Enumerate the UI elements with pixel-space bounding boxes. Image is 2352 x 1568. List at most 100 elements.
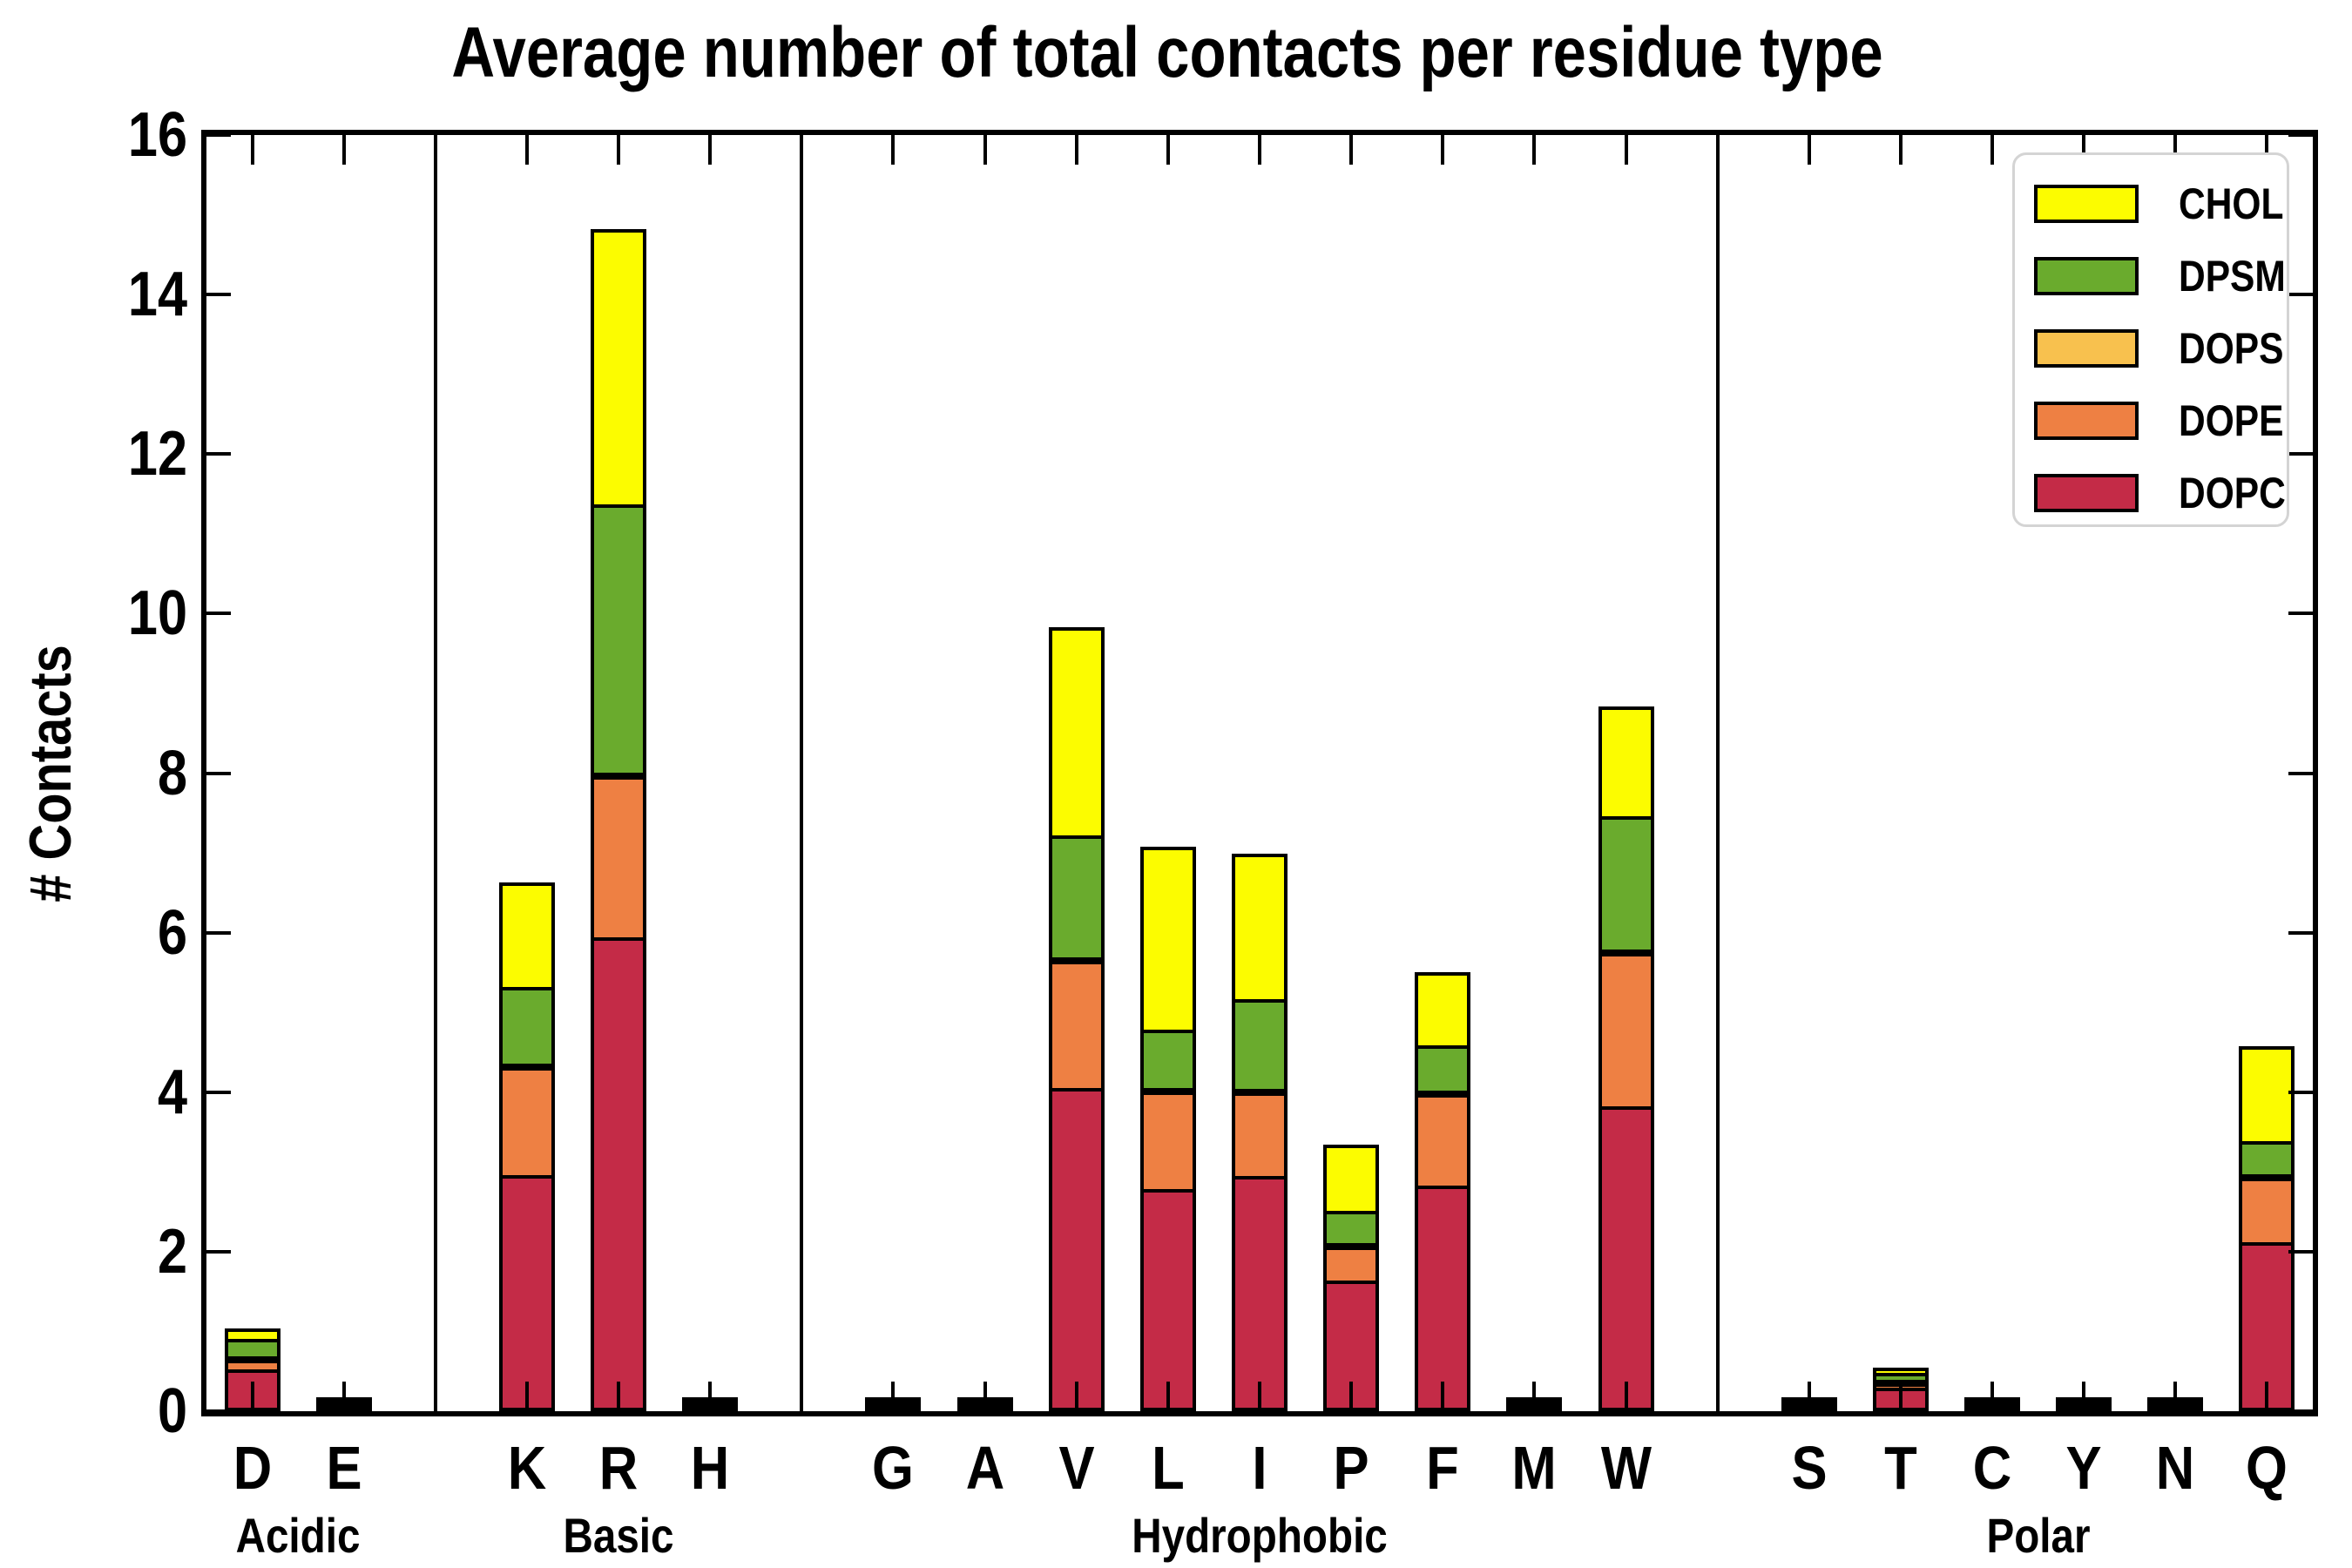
- y-tick-label-10: 10: [127, 578, 187, 649]
- x-tick-label-W: W: [1600, 1434, 1652, 1502]
- bar-segment-P-DOPE: [1323, 1247, 1380, 1284]
- x-tick-top-N: [2173, 135, 2178, 165]
- x-tick-label-G: G: [872, 1434, 915, 1502]
- group-separator-line: [1715, 135, 1720, 1411]
- bar-K: [498, 882, 555, 1411]
- y-tick-right-0: [2288, 1409, 2313, 1413]
- x-tick-label-I: I: [1252, 1434, 1267, 1502]
- x-tick-label-S: S: [1791, 1434, 1828, 1502]
- x-tick-label-M: M: [1511, 1434, 1558, 1502]
- x-tick-bottom-M: [1532, 1382, 1537, 1411]
- x-tick-top-Q: [2265, 135, 2269, 165]
- y-tick-left-2: [206, 1249, 231, 1254]
- bar-segment-L-DOPE: [1139, 1091, 1196, 1193]
- bar-segment-V-DOPE: [1048, 961, 1105, 1092]
- group-label-hydrophobic: Hydrophobic: [1132, 1508, 1388, 1563]
- bar-segment-F-CHOL: [1415, 971, 1471, 1049]
- bar-P: [1323, 1144, 1380, 1411]
- x-tick-label-V: V: [1058, 1434, 1095, 1502]
- x-tick-top-W: [1624, 135, 1628, 165]
- x-tick-bottom-A: [983, 1382, 987, 1411]
- x-tick-bottom-S: [1807, 1382, 1811, 1411]
- legend-swatch-DOPC: [2034, 473, 2139, 512]
- x-tick-bottom-N: [2173, 1382, 2178, 1411]
- legend-entry-DPSM: DPSM: [2034, 240, 2287, 312]
- x-tick-bottom-W: [1624, 1382, 1628, 1411]
- x-tick-top-P: [1349, 135, 1354, 165]
- y-tick-right-2: [2288, 1249, 2313, 1254]
- legend-entry-DOPC: DOPC: [2034, 456, 2287, 529]
- x-tick-label-K: K: [507, 1434, 547, 1502]
- legend-swatch-DOPE: [2034, 401, 2139, 440]
- bar-segment-K-DOPC: [498, 1174, 555, 1411]
- x-tick-bottom-G: [891, 1382, 896, 1411]
- legend-swatch-CHOL: [2034, 184, 2139, 223]
- legend-label-DPSM: DPSM: [2179, 251, 2286, 301]
- x-tick-label-N: N: [2156, 1434, 2195, 1502]
- x-tick-bottom-D: [250, 1382, 254, 1411]
- x-tick-label-H: H: [690, 1434, 730, 1502]
- bar-segment-P-CHOL: [1323, 1144, 1380, 1215]
- x-tick-label-A: A: [965, 1434, 1004, 1502]
- bar-segment-W-DOPC: [1598, 1105, 1654, 1411]
- x-tick-top-R: [617, 135, 621, 165]
- y-tick-label-4: 4: [157, 1057, 187, 1127]
- bar-segment-R-DOPE: [591, 775, 647, 941]
- y-tick-label-0: 0: [157, 1376, 187, 1446]
- bar-segment-P-DPSM: [1323, 1211, 1380, 1247]
- x-tick-bottom-Q: [2265, 1382, 2269, 1411]
- x-tick-top-G: [891, 135, 896, 165]
- x-tick-top-Y: [2082, 135, 2086, 165]
- y-tick-right-4: [2288, 1090, 2313, 1094]
- x-tick-label-P: P: [1333, 1434, 1369, 1502]
- legend: CHOL DPSM DOPS DOPE DOPC: [2012, 152, 2289, 527]
- y-tick-left-6: [206, 930, 231, 935]
- bar-F: [1415, 971, 1471, 1411]
- legend-entry-CHOL: CHOL: [2034, 167, 2287, 240]
- y-tick-right-10: [2288, 612, 2313, 616]
- bar-segment-V-CHOL: [1048, 627, 1105, 840]
- bar-segment-I-DOPC: [1232, 1175, 1288, 1411]
- y-tick-left-10: [206, 612, 231, 616]
- bar-segment-L-CHOL: [1139, 847, 1196, 1033]
- bar-segment-K-DOPE: [498, 1067, 555, 1179]
- x-tick-top-D: [250, 135, 254, 165]
- bar-segment-F-DPSM: [1415, 1044, 1471, 1095]
- y-tick-right-16: [2288, 133, 2313, 137]
- legend-label-DOPE: DOPE: [2179, 395, 2284, 445]
- y-tick-left-8: [206, 771, 231, 775]
- bar-segment-K-DPSM: [498, 987, 555, 1068]
- y-tick-left-0: [206, 1409, 231, 1413]
- x-tick-bottom-P: [1349, 1382, 1354, 1411]
- bar-V: [1048, 627, 1105, 1411]
- bar-segment-V-DOPC: [1048, 1087, 1105, 1411]
- x-tick-label-E: E: [326, 1434, 362, 1502]
- x-tick-top-S: [1807, 135, 1811, 165]
- y-tick-right-8: [2288, 771, 2313, 775]
- legend-label-DOPC: DOPC: [2179, 468, 2286, 517]
- x-tick-label-R: R: [598, 1434, 639, 1502]
- x-tick-top-K: [524, 135, 529, 165]
- x-tick-bottom-F: [1441, 1382, 1445, 1411]
- plot-inner: [206, 133, 2313, 1413]
- bar-R: [591, 229, 647, 1411]
- y-tick-label-2: 2: [157, 1216, 187, 1287]
- bar-segment-I-DOPE: [1232, 1092, 1288, 1179]
- legend-swatch-DOPS: [2034, 328, 2139, 368]
- y-tick-right-6: [2288, 930, 2313, 935]
- group-label-acidic: Acidic: [235, 1508, 361, 1563]
- legend-swatch-DPSM: [2034, 256, 2139, 295]
- bar-W: [1598, 706, 1654, 1411]
- bar-segment-W-CHOL: [1598, 706, 1654, 821]
- x-tick-label-F: F: [1426, 1434, 1460, 1502]
- y-tick-right-12: [2288, 452, 2313, 456]
- x-tick-label-Y: Y: [2065, 1434, 2102, 1502]
- x-tick-bottom-H: [708, 1382, 713, 1411]
- x-tick-top-T: [1898, 135, 1903, 165]
- legend-label-CHOL: CHOL: [2179, 179, 2284, 228]
- y-tick-left-16: [206, 133, 231, 137]
- x-tick-top-V: [1074, 135, 1078, 165]
- group-label-polar: Polar: [1986, 1508, 2091, 1563]
- x-tick-bottom-I: [1258, 1382, 1261, 1411]
